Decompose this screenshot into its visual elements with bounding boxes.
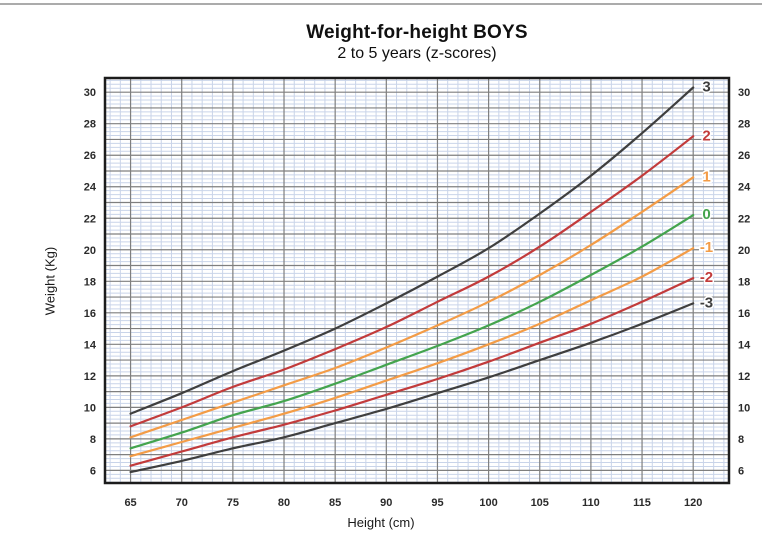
y-tick-left: 18 (84, 276, 96, 288)
x-tick: 75 (227, 497, 239, 509)
x-tick: 80 (278, 497, 290, 509)
zscore-curves (129, 86, 695, 474)
y-tick-left: 6 (90, 465, 96, 477)
x-tick: 65 (124, 497, 136, 509)
x-tick: 100 (479, 497, 497, 509)
y-tick-right: 16 (738, 308, 750, 320)
z-score-label--2: -2 (700, 269, 713, 286)
top-divider (0, 3, 762, 5)
y-axis-title: Weight (Kg) (42, 246, 58, 316)
y-tick-left: 16 (84, 308, 96, 320)
x-tick: 110 (582, 497, 600, 509)
z-score-label-2: 2 (702, 127, 710, 144)
z-score-label-0: 0 (702, 206, 710, 223)
y-tick-right: 6 (738, 465, 744, 477)
y-tick-right: 30 (738, 87, 750, 99)
z-score-label-3: 3 (702, 78, 710, 95)
y-tick-right: 22 (738, 213, 750, 225)
z-score-labels: 3 2 1 0 -1 -2 -3 (698, 77, 714, 313)
y-tick-right: 12 (738, 371, 750, 383)
z-score-label--1: -1 (700, 239, 713, 256)
z-score-label--3: -3 (700, 294, 713, 311)
curve-z1 (129, 176, 695, 439)
x-axis-title: Height (cm) (347, 515, 415, 530)
y-tick-left: 14 (84, 339, 97, 351)
chart-title: Weight-for-height BOYS (306, 22, 528, 43)
y-tick-right: 8 (738, 434, 744, 446)
curve-z-2 (129, 277, 695, 467)
plot-border (103, 76, 731, 485)
curve-z3 (129, 86, 695, 415)
curve-z-3 (129, 302, 695, 474)
y-tick-right: 28 (738, 119, 750, 131)
minor-grid (105, 78, 729, 483)
curve-z2 (129, 135, 695, 428)
x-tick-labels: 65 70 75 80 85 90 95 100 105 110 115 120 (124, 497, 702, 509)
y-tick-left: 12 (84, 371, 96, 383)
y-tick-right: 14 (738, 339, 751, 351)
y-tick-right: 24 (738, 182, 751, 194)
curve-z-1 (129, 247, 695, 458)
x-tick: 115 (633, 497, 651, 509)
y-tick-right: 18 (738, 276, 750, 288)
y-tick-left: 10 (84, 402, 96, 414)
x-tick: 95 (431, 497, 443, 509)
x-tick: 105 (531, 497, 549, 509)
y-tick-left: 24 (84, 182, 97, 194)
chart-subtitle: 2 to 5 years (z-scores) (337, 45, 497, 62)
x-tick: 70 (176, 497, 188, 509)
x-tick: 120 (684, 497, 702, 509)
y-tick-left: 28 (84, 119, 96, 131)
y-tick-left: 22 (84, 213, 96, 225)
y-tick-left: 8 (90, 434, 96, 446)
curve-z0 (129, 214, 695, 450)
y-tick-right: 20 (738, 245, 750, 257)
x-tick: 90 (380, 497, 392, 509)
y-tick-left: 30 (84, 87, 96, 99)
y-tick-right: 10 (738, 402, 750, 414)
x-tick: 85 (329, 497, 341, 509)
y-tick-right: 26 (738, 150, 750, 162)
y-tick-left: 20 (84, 245, 96, 257)
z-score-label-1: 1 (702, 168, 710, 185)
y-tick-left: 26 (84, 150, 96, 162)
